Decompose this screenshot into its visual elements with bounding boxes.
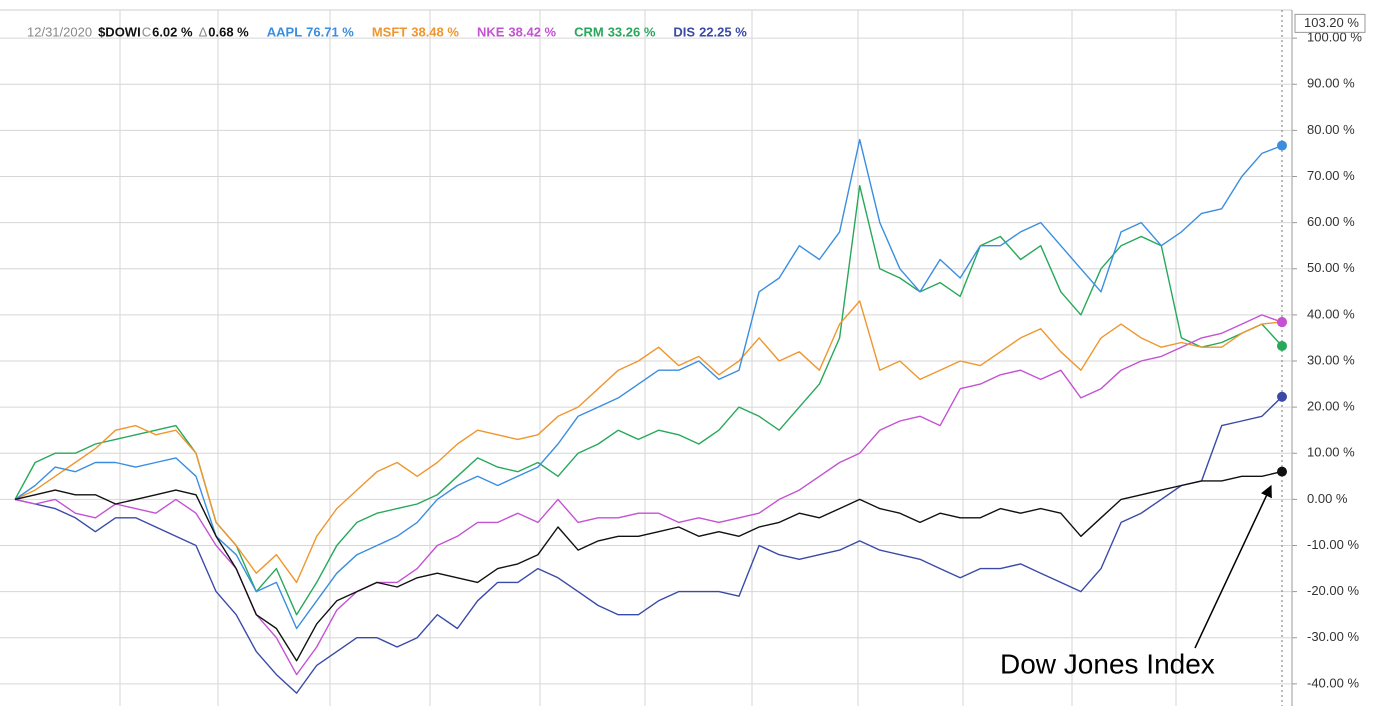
annotation-arrow — [1194, 484, 1272, 649]
end-point — [1277, 466, 1287, 477]
legend-text: 38.42 % — [508, 24, 556, 39]
y-tick-label: -20.00 % — [1307, 583, 1359, 598]
legend-text: 12/31/2020 — [27, 24, 92, 39]
y-tick-label: -40.00 % — [1307, 675, 1359, 690]
series-line — [14, 470, 1283, 662]
legend-text: $DOWI — [98, 24, 141, 39]
y-tick-label: 0.00 % — [1307, 491, 1348, 506]
legend-text: C — [142, 24, 151, 39]
end-point — [1277, 340, 1287, 351]
series-line — [14, 314, 1283, 676]
end-point — [1277, 391, 1287, 402]
crosshair-label: 103.20 % — [1304, 15, 1359, 30]
crosshair-label-box — [1294, 13, 1366, 33]
horizontal-grid: -40.00 % -30.00 % -20.00 % -10.00 % 0.00 % 10… — [0, 30, 1362, 690]
y-tick-label: 90.00 % — [1307, 76, 1355, 91]
y-tick-label: 20.00 % — [1307, 399, 1355, 414]
legend-text: 76.71 % — [306, 24, 354, 39]
y-tick-label: -10.00 % — [1307, 537, 1359, 552]
legend-text: 22.25 % — [699, 24, 747, 39]
legend-text: Δ — [199, 24, 208, 39]
series-line — [14, 396, 1283, 694]
y-tick-label: 30.00 % — [1307, 352, 1355, 367]
legend-text: 0.68 % — [208, 24, 249, 39]
legend-text: CRM — [574, 24, 604, 39]
y-tick-label: 70.00 % — [1307, 168, 1355, 183]
legend-text: 33.26 % — [608, 24, 656, 39]
series-line — [14, 185, 1283, 616]
legend-text: 38.48 % — [411, 24, 459, 39]
y-tick-label: 80.00 % — [1307, 122, 1355, 137]
legend-text: AAPL — [267, 24, 302, 39]
legend-text: NKE — [477, 24, 505, 39]
legend: 12/31/2020 $DOWI C 6.02 % Δ 0.68 % AAPL 76.71 %… — [27, 24, 747, 39]
y-tick-label: 100.00 % — [1307, 30, 1362, 45]
lines — [14, 138, 1287, 694]
end-point — [1277, 140, 1287, 151]
legend-text: MSFT — [372, 24, 407, 39]
series-line — [14, 300, 1283, 584]
series-line — [14, 138, 1283, 630]
y-tick-label: 10.00 % — [1307, 445, 1355, 460]
vertical-grid — [119, 10, 1177, 706]
annotation: Dow Jones Index — [1000, 648, 1215, 679]
legend-text: 6.02 % — [152, 24, 193, 39]
legend-text: DIS — [673, 24, 695, 39]
end-point — [1277, 317, 1287, 328]
y-tick-label: 60.00 % — [1307, 214, 1355, 229]
y-tick-label: -30.00 % — [1307, 629, 1359, 644]
y-tick-label: 40.00 % — [1307, 306, 1355, 321]
y-tick-label: 50.00 % — [1307, 260, 1355, 275]
